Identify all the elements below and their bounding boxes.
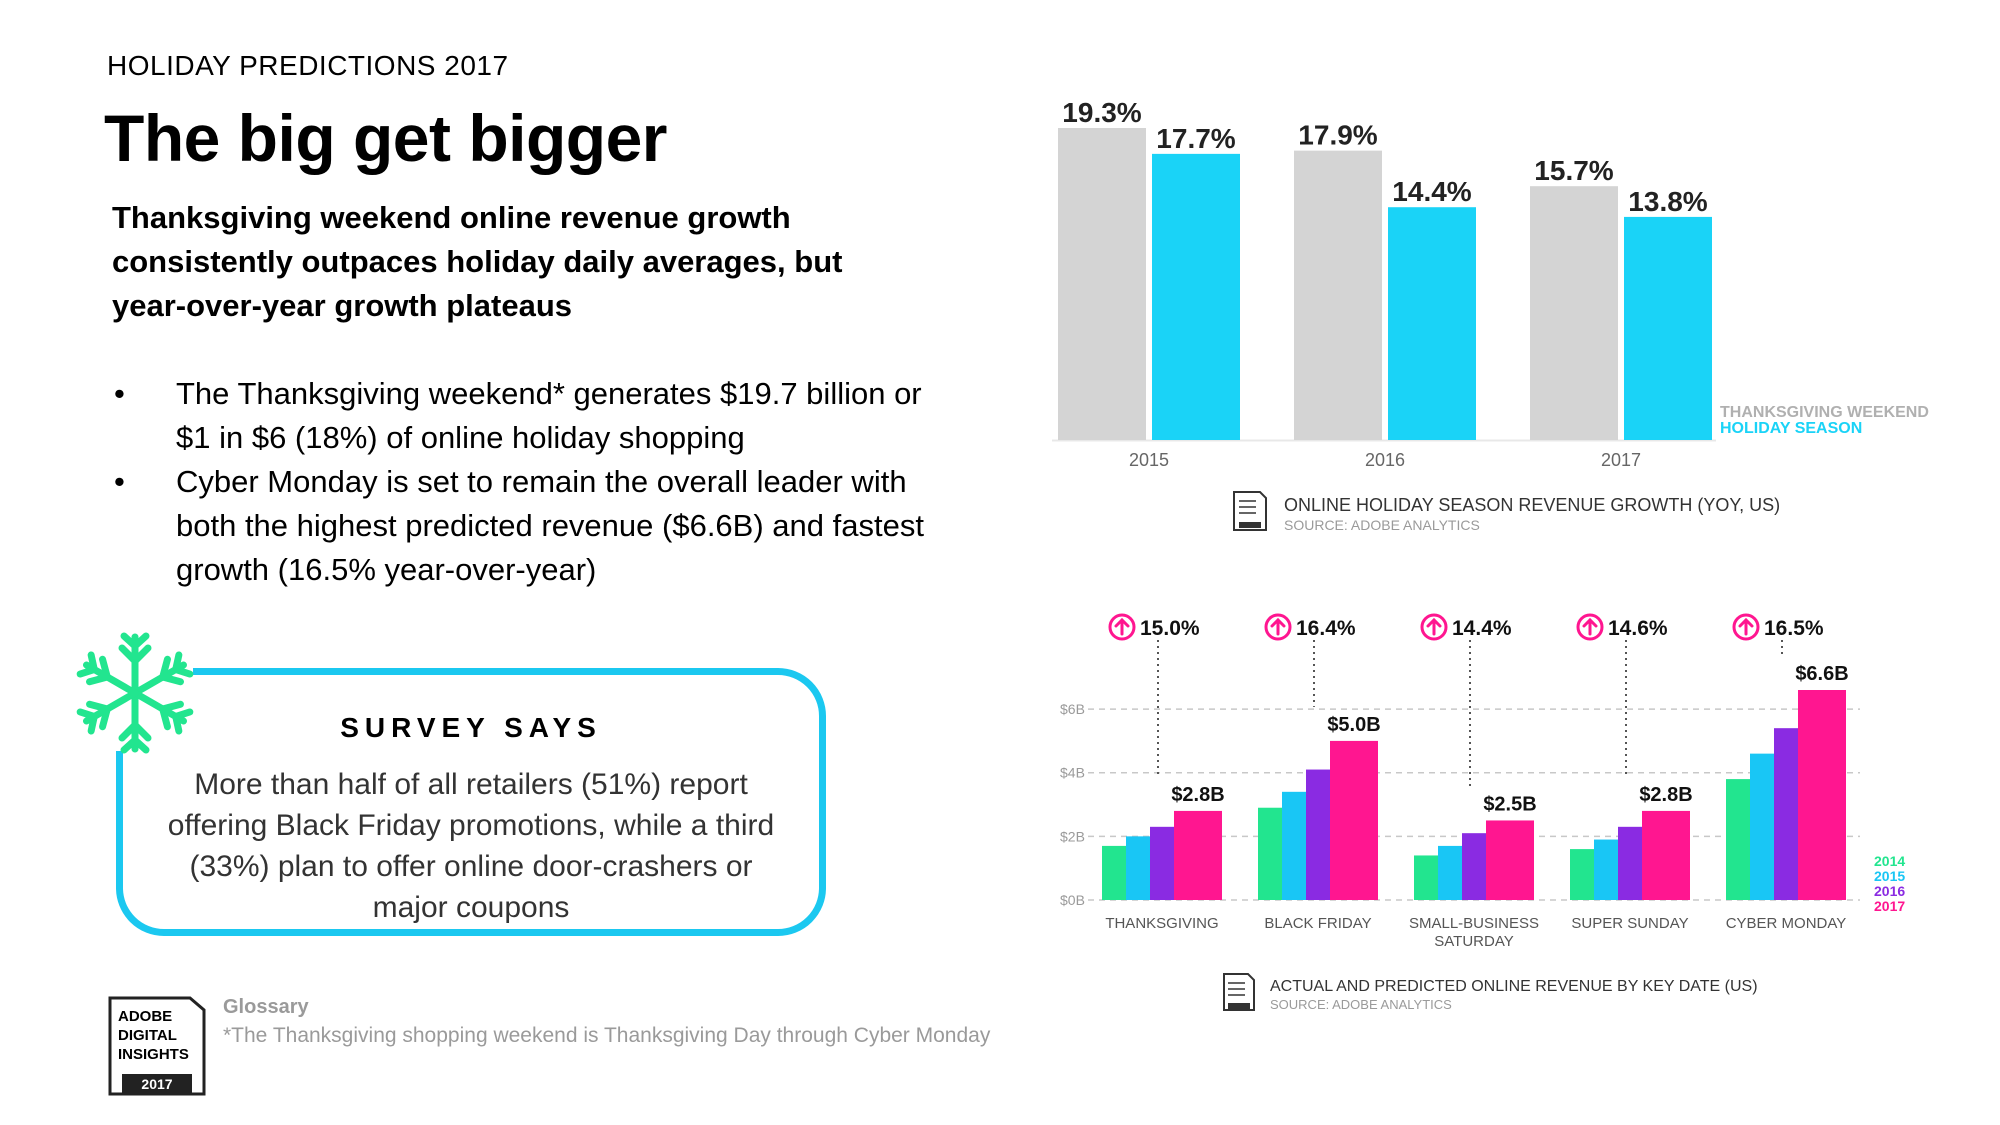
x-tick-label: SATURDAY <box>1434 933 1513 950</box>
bar-2016-thanksgiving <box>1150 826 1174 900</box>
legend-label-2017: 2017 <box>1874 898 1905 914</box>
snowflake-icon <box>70 632 200 758</box>
page-title: The big get bigger <box>104 101 668 175</box>
page-subtitle: Thanksgiving weekend online revenue grow… <box>112 200 843 323</box>
survey-text: More than half of all retailers (51%) re… <box>167 768 775 924</box>
bar-thanksgiving-weekend-2016 <box>1294 150 1382 440</box>
data-label: 13.8% <box>1628 186 1707 217</box>
adobe-digital-insights-logo: ADOBE DIGITAL INSIGHTS 2017 <box>108 996 206 1096</box>
arrow-up-circle-icon <box>1264 613 1292 641</box>
value-label: $2.8B <box>1171 784 1224 806</box>
legend-label-holiday-season: HOLIDAY SEASON <box>1720 420 1862 437</box>
growth-label: 16.5% <box>1764 617 1824 640</box>
x-tick-label: BLACK FRIDAY <box>1264 915 1371 932</box>
bar-2016-black-friday <box>1306 769 1330 900</box>
bar-2015-super-sunday <box>1594 839 1618 900</box>
bar-2015-cyber-monday <box>1750 753 1774 900</box>
bar-holiday-season-2017 <box>1624 216 1712 440</box>
x-tick-label: SMALL-BUSINESS <box>1409 915 1539 932</box>
x-tick-label: 2015 <box>1129 450 1169 470</box>
data-label: 19.3% <box>1062 97 1141 128</box>
survey-title: SURVEY SAYS <box>340 712 602 743</box>
x-tick-label: 2016 <box>1365 450 1405 470</box>
revenue-chart: $0B $2B $4B $6B $2.8B 15.0% THANKSGIVING $5.0B… <box>1060 613 1905 1012</box>
legend-label-thanksgiving-weekend: THANKSGIVING WEEKEND <box>1720 404 1929 421</box>
arrow-up-circle-icon <box>1420 613 1448 641</box>
growth-label: 14.4% <box>1452 617 1512 640</box>
y-tick-label: $6B <box>1060 701 1085 717</box>
svg-text:ADOBE: ADOBE <box>118 1008 172 1025</box>
value-label: $6.6B <box>1795 663 1848 685</box>
chart-caption-source: SOURCE: ADOBE ANALYTICS <box>1284 517 1480 533</box>
arrow-up-circle-icon <box>1108 613 1136 641</box>
legend-label-2016: 2016 <box>1874 883 1905 899</box>
chart-caption-source: SOURCE: ADOBE ANALYTICS <box>1270 997 1452 1012</box>
survey-callout-box <box>116 668 826 936</box>
svg-text:INSIGHTS: INSIGHTS <box>118 1046 189 1063</box>
value-label: $2.5B <box>1483 793 1536 815</box>
chart-caption-title: ONLINE HOLIDAY SEASON REVENUE GROWTH (YO… <box>1284 495 1780 515</box>
arrow-up-circle-icon <box>1732 613 1760 641</box>
growth-chart: 19.3% 17.7% 2015 17.9% 14.4% 2016 15.7% 13.8% 20… <box>1052 97 1929 533</box>
bar-holiday-season-2016 <box>1388 207 1476 440</box>
chart-caption: ONLINE HOLIDAY SEASON REVENUE GROWTH (YO… <box>1233 491 1780 533</box>
growth-label: 16.4% <box>1296 617 1356 640</box>
bar-2016-small-business-saturday <box>1462 833 1486 900</box>
data-label: 17.9% <box>1298 120 1377 151</box>
bar-2015-black-friday <box>1282 791 1306 900</box>
y-tick-label: $4B <box>1060 765 1085 781</box>
svg-text:DIGITAL: DIGITAL <box>118 1027 177 1044</box>
value-label: $5.0B <box>1327 714 1380 736</box>
x-tick-label: THANKSGIVING <box>1105 915 1218 932</box>
eyebrow-label: HOLIDAY PREDICTIONS 2017 <box>107 50 509 81</box>
bar-2017-black-friday <box>1330 740 1378 900</box>
bar-2016-cyber-monday <box>1774 728 1798 900</box>
svg-text:2017: 2017 <box>141 1076 172 1092</box>
x-tick-label: 2017 <box>1601 450 1641 470</box>
data-label: 14.4% <box>1392 176 1471 207</box>
data-label: 17.7% <box>1156 123 1235 154</box>
bar-2014-super-sunday <box>1570 849 1594 900</box>
glossary-label: Glossary <box>223 996 309 1018</box>
arrow-up-circle-icon <box>1576 613 1604 641</box>
bar-2017-thanksgiving <box>1174 810 1222 900</box>
growth-label: 15.0% <box>1140 617 1200 640</box>
glossary-note: *The Thanksgiving shopping weekend is Th… <box>223 1024 991 1047</box>
x-tick-label: SUPER SUNDAY <box>1571 915 1688 932</box>
chart-caption-title: ACTUAL AND PREDICTED ONLINE REVENUE BY K… <box>1270 978 1758 995</box>
bar-2016-super-sunday <box>1618 826 1642 900</box>
bullet-item: Cyber Monday is set to remain the overal… <box>112 460 932 592</box>
bar-2017-small-business-saturday <box>1486 820 1534 900</box>
bar-holiday-season-2015 <box>1152 153 1240 440</box>
y-tick-label: $2B <box>1060 828 1085 844</box>
bar-2017-super-sunday <box>1642 810 1690 900</box>
legend-label-2014: 2014 <box>1874 853 1905 869</box>
bullet-item: The Thanksgiving weekend* generates $19.… <box>112 372 932 460</box>
y-tick-label: $0B <box>1060 892 1085 908</box>
value-label: $2.8B <box>1639 784 1692 806</box>
bar-2014-cyber-monday <box>1726 779 1750 900</box>
bar-2014-small-business-saturday <box>1414 855 1438 900</box>
chart-caption: ACTUAL AND PREDICTED ONLINE REVENUE BY K… <box>1223 973 1758 1012</box>
growth-label: 14.6% <box>1608 617 1668 640</box>
bar-thanksgiving-weekend-2017 <box>1530 186 1618 440</box>
bar-2017-cyber-monday <box>1798 690 1846 900</box>
bar-2015-thanksgiving <box>1126 836 1150 900</box>
data-label: 15.7% <box>1534 155 1613 186</box>
bullet-list: The Thanksgiving weekend* generates $19.… <box>112 372 932 592</box>
legend-label-2015: 2015 <box>1874 868 1905 884</box>
bar-2014-black-friday <box>1258 807 1282 900</box>
bar-2014-thanksgiving <box>1102 845 1126 900</box>
bar-thanksgiving-weekend-2015 <box>1058 128 1146 440</box>
x-tick-label: CYBER MONDAY <box>1726 915 1847 932</box>
bar-2015-small-business-saturday <box>1438 845 1462 900</box>
adobe-insights-badge-icon <box>1223 973 1255 1011</box>
adobe-insights-badge-icon <box>1233 491 1267 531</box>
